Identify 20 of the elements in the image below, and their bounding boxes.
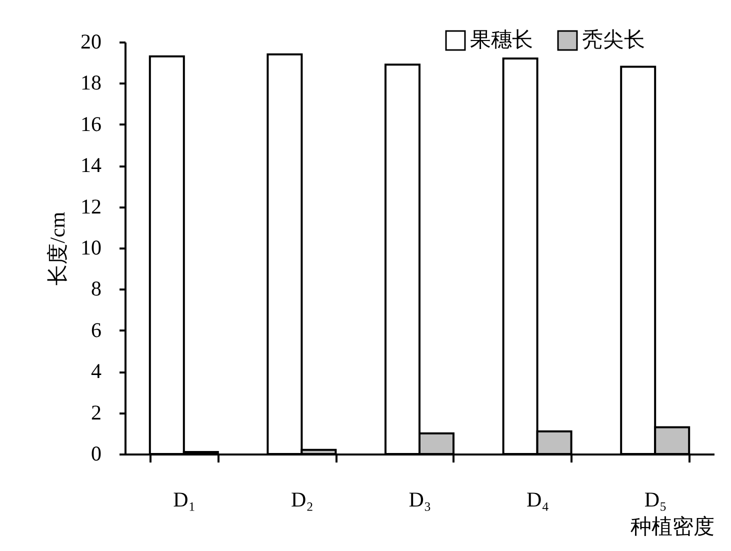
y-axis-title: 长度/cm [46, 212, 70, 286]
legend-label: 果穗长 [470, 28, 533, 52]
x-tick-label: D₃ [408, 488, 432, 512]
x-axis-title: 种植密度 [630, 514, 714, 538]
y-tick-label: 0 [91, 442, 102, 466]
y-tick-label: 10 [80, 236, 102, 260]
y-tick-label: 2 [91, 400, 102, 424]
y-tick-label: 4 [91, 359, 102, 384]
y-tick-label: 16 [80, 112, 102, 136]
y-tick-label: 14 [80, 153, 102, 178]
y-tick-label: 20 [80, 30, 102, 54]
y-tick-label: 8 [91, 276, 102, 301]
x-tick-label: D₄ [526, 488, 550, 512]
legend-label: 秃尖长 [582, 28, 645, 52]
y-tick-label: 18 [80, 70, 102, 95]
y-tick-label: 12 [80, 194, 102, 218]
y-tick-label: 6 [91, 318, 102, 342]
x-tick-label: D₁ [173, 488, 196, 512]
x-tick-label: D₂ [290, 488, 314, 512]
x-tick-label: D₅ [644, 488, 667, 512]
